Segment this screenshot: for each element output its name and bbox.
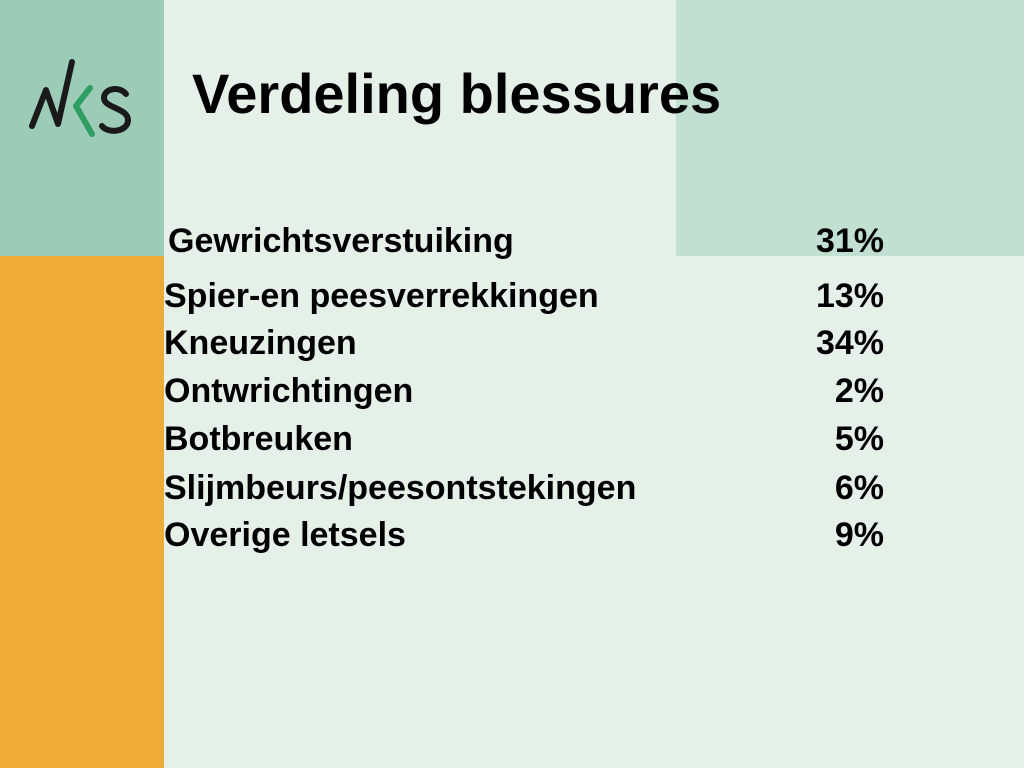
injury-label: Spier-en peesverrekkingen	[164, 277, 599, 315]
nks-logo-icon	[29, 59, 131, 137]
injury-label: Gewrichtsverstuiking	[168, 222, 514, 260]
injury-percent: 2%	[834, 372, 884, 410]
injury-row: Botbreuken 5%	[164, 415, 884, 463]
injury-label: Overige letsels	[164, 516, 406, 554]
injury-label: Botbreuken	[164, 420, 353, 458]
injury-row: Spier-en peesverrekkingen 13%	[164, 272, 884, 320]
injury-percent: 5%	[834, 420, 884, 458]
injury-label: Slijmbeurs/peesontstekingen	[164, 469, 637, 507]
injury-percent: 31%	[815, 222, 884, 260]
injury-row: Kneuzingen 34%	[164, 319, 884, 367]
injury-percent: 34%	[815, 324, 884, 362]
green-block-right	[676, 0, 1024, 256]
injury-row: Overige letsels 9%	[164, 511, 884, 559]
injury-label: Kneuzingen	[164, 324, 357, 362]
injury-percent: 9%	[834, 516, 884, 554]
green-block-left	[0, 0, 164, 256]
injury-row: Ontwrichtingen 2%	[164, 367, 884, 415]
orange-block-left	[0, 256, 164, 768]
injury-label: Ontwrichtingen	[164, 372, 414, 410]
slide-title: Verdeling blessures	[192, 62, 722, 125]
injury-row: Gewrichtsverstuiking 31%	[164, 217, 884, 265]
injury-row: Slijmbeurs/peesontstekingen 6%	[164, 464, 884, 512]
injury-percent: 6%	[834, 469, 884, 507]
injury-percent: 13%	[815, 277, 884, 315]
